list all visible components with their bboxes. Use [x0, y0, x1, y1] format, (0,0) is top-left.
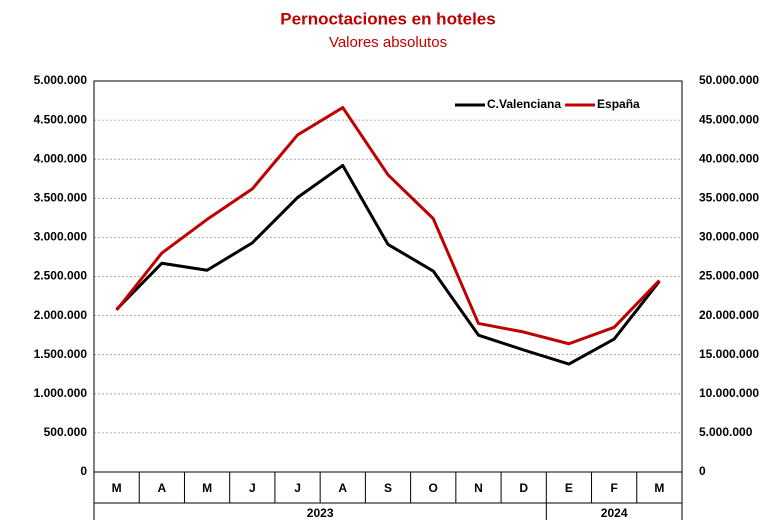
y-tick-label: 1.500.000 — [34, 347, 88, 361]
y-tick-label: 2.000.000 — [34, 308, 88, 322]
x-tick-label: J — [294, 481, 301, 495]
y2-tick-label: 10.000.000 — [699, 386, 759, 400]
y2-tick-label: 25.000.000 — [699, 269, 759, 283]
y-tick-label: 2.500.000 — [34, 269, 88, 283]
x-tick-label: O — [429, 481, 438, 495]
series-line — [115, 106, 661, 346]
y-tick-label: 0 — [80, 464, 87, 478]
legend-label: C.Valenciana — [487, 97, 561, 111]
legend-label: España — [597, 97, 640, 111]
y-tick-label: 500.000 — [44, 425, 88, 439]
x-tick-label: N — [474, 481, 483, 495]
y2-tick-label: 0 — [699, 464, 706, 478]
y2-tick-label: 15.000.000 — [699, 347, 759, 361]
y-tick-label: 1.000.000 — [34, 386, 88, 400]
y-tick-label: 4.500.000 — [34, 112, 88, 126]
y2-tick-label: 45.000.000 — [699, 112, 759, 126]
chart-subtitle: Valores absolutos — [329, 34, 447, 51]
y2-tick-label: 20.000.000 — [699, 308, 759, 322]
y2-tick-label: 50.000.000 — [699, 73, 759, 87]
y2-tick-label: 30.000.000 — [699, 230, 759, 244]
x-tick-label: A — [158, 481, 167, 495]
y2-tick-label: 5.000.000 — [699, 425, 753, 439]
x-group-label: 2023 — [307, 506, 334, 520]
chart-title: Pernoctaciones en hoteles — [280, 9, 495, 28]
series-line — [115, 163, 661, 366]
x-tick-label: S — [384, 481, 392, 495]
x-tick-label: M — [112, 481, 122, 495]
x-tick-label: M — [654, 481, 664, 495]
y-tick-label: 5.000.000 — [34, 73, 88, 87]
x-tick-label: A — [338, 481, 347, 495]
y-tick-label: 4.000.000 — [34, 151, 88, 165]
x-tick-label: M — [202, 481, 212, 495]
y-tick-label: 3.500.000 — [34, 190, 88, 204]
y-tick-label: 3.000.000 — [34, 230, 88, 244]
y2-tick-label: 35.000.000 — [699, 190, 759, 204]
x-group-label: 2024 — [601, 506, 628, 520]
plot-border — [93, 80, 683, 473]
x-tick-label: E — [565, 481, 573, 495]
y2-tick-label: 40.000.000 — [699, 151, 759, 165]
x-tick-label: F — [610, 481, 617, 495]
x-tick-label: J — [249, 481, 256, 495]
x-tick-label: D — [519, 481, 528, 495]
